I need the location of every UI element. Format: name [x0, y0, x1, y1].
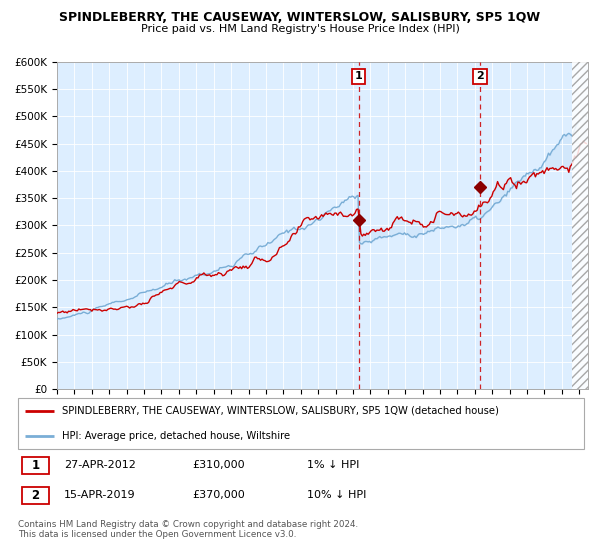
- Text: 10% ↓ HPI: 10% ↓ HPI: [307, 491, 367, 501]
- Polygon shape: [572, 62, 588, 389]
- Text: HPI: Average price, detached house, Wiltshire: HPI: Average price, detached house, Wilt…: [62, 431, 290, 441]
- FancyBboxPatch shape: [22, 487, 49, 504]
- Text: Price paid vs. HM Land Registry's House Price Index (HPI): Price paid vs. HM Land Registry's House …: [140, 24, 460, 34]
- Text: 2: 2: [476, 71, 484, 81]
- FancyBboxPatch shape: [18, 398, 584, 449]
- Text: £310,000: £310,000: [193, 460, 245, 470]
- FancyBboxPatch shape: [22, 457, 49, 474]
- Text: 2: 2: [32, 489, 40, 502]
- Text: 27-APR-2012: 27-APR-2012: [64, 460, 136, 470]
- Text: SPINDLEBERRY, THE CAUSEWAY, WINTERSLOW, SALISBURY, SP5 1QW: SPINDLEBERRY, THE CAUSEWAY, WINTERSLOW, …: [59, 11, 541, 24]
- Text: Contains HM Land Registry data © Crown copyright and database right 2024.
This d: Contains HM Land Registry data © Crown c…: [18, 520, 358, 539]
- Text: 1: 1: [32, 459, 40, 472]
- Text: 1: 1: [355, 71, 362, 81]
- Text: 15-APR-2019: 15-APR-2019: [64, 491, 136, 501]
- Text: 1% ↓ HPI: 1% ↓ HPI: [307, 460, 359, 470]
- Text: SPINDLEBERRY, THE CAUSEWAY, WINTERSLOW, SALISBURY, SP5 1QW (detached house): SPINDLEBERRY, THE CAUSEWAY, WINTERSLOW, …: [62, 406, 499, 416]
- Text: £370,000: £370,000: [193, 491, 245, 501]
